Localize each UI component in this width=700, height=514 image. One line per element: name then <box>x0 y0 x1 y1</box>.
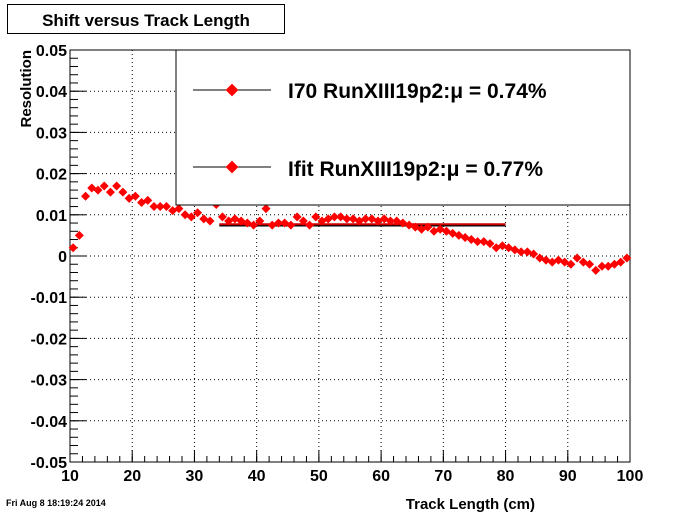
data-point <box>342 214 352 224</box>
data-point <box>616 257 626 267</box>
data-point <box>298 216 308 226</box>
data-point <box>597 261 607 271</box>
data-point <box>81 191 91 201</box>
x-tick-label: 70 <box>434 468 452 485</box>
x-tick-label: 50 <box>310 468 328 485</box>
data-point <box>249 220 259 230</box>
data-point <box>205 216 215 226</box>
data-point <box>286 220 296 230</box>
y-tick-labels: -0.05 -0.04 -0.03 -0.02 -0.01 0 0.01 0.02 0.03 0.… <box>31 43 68 472</box>
data-point <box>255 216 265 226</box>
legend-label-i70: I70 RunXIII19p2:μ = 0.74% <box>288 80 547 103</box>
mean-lines <box>219 223 506 227</box>
data-point <box>566 259 576 269</box>
data-point <box>193 208 203 218</box>
y-tick-label: 0.04 <box>36 84 67 101</box>
chart-title: Shift versus Track Length <box>42 11 250 30</box>
data-point <box>118 187 128 197</box>
data-point <box>385 216 395 226</box>
x-tick-label: 60 <box>372 468 390 485</box>
y-tick-label: -0.05 <box>31 455 68 472</box>
y-tick-label: 0 <box>58 249 67 266</box>
data-point <box>112 181 122 191</box>
data-point <box>161 202 171 212</box>
legend-marker-ifit <box>225 160 239 174</box>
x-tick-label: 80 <box>497 468 515 485</box>
data-point <box>311 212 321 222</box>
x-tick-label: 90 <box>559 468 577 485</box>
data-point <box>186 212 196 222</box>
data-point <box>93 185 103 195</box>
data-point <box>74 230 84 240</box>
x-tick-labels: 10 20 30 40 50 60 70 80 90 100 <box>61 468 643 485</box>
data-point <box>529 249 539 259</box>
data-point <box>585 259 595 269</box>
data-point <box>504 243 514 253</box>
legend-marker-i70 <box>225 83 239 97</box>
y-tick-label: 0.02 <box>36 167 67 184</box>
y-tick-label: -0.04 <box>31 414 68 431</box>
x-tick-label: 30 <box>186 468 204 485</box>
legend-box <box>175 49 631 206</box>
y-tick-label: -0.01 <box>31 290 68 307</box>
data-point <box>217 212 227 222</box>
y-tick-label: 0.05 <box>36 43 67 60</box>
data-point <box>622 253 632 263</box>
data-point <box>99 181 109 191</box>
datestamp: Fri Aug 8 18:19:24 2014 <box>6 498 106 508</box>
legend-label-ifit: Ifit RunXIII19p2:μ = 0.77% <box>288 158 543 181</box>
data-point <box>473 237 483 247</box>
data-point <box>361 214 371 224</box>
x-tick-label: 10 <box>61 468 79 485</box>
data-point <box>130 191 140 201</box>
data-point <box>485 239 495 249</box>
data-point <box>516 247 526 257</box>
x-tick-label: 20 <box>123 468 141 485</box>
y-tick-label: -0.02 <box>31 331 68 348</box>
axis-ticks <box>69 49 631 463</box>
data-point <box>572 253 582 263</box>
data-point <box>143 195 153 205</box>
data-point <box>423 222 433 232</box>
data-point <box>305 220 315 230</box>
chart-title-box: Shift versus Track Length <box>7 4 285 34</box>
y-tick-label: -0.03 <box>31 373 68 390</box>
data-point <box>591 265 601 275</box>
data-points <box>68 181 632 275</box>
y-tick-label: 0.01 <box>36 208 67 225</box>
data-point <box>273 218 283 228</box>
x-tick-label: 100 <box>617 468 644 485</box>
data-point <box>105 187 115 197</box>
data-point <box>329 212 339 222</box>
data-point <box>68 243 78 253</box>
data-point <box>261 204 271 214</box>
legend: I70 RunXIII19p2:μ = 0.74% Ifit RunXIII19… <box>175 49 631 206</box>
data-point <box>292 212 302 222</box>
data-point <box>155 202 165 212</box>
y-axis-title: Resolution <box>18 50 35 128</box>
x-tick-label: 40 <box>248 468 266 485</box>
y-tick-label: 0.03 <box>36 125 67 142</box>
data-point <box>174 204 184 214</box>
x-axis-title: Track Length (cm) <box>406 496 535 513</box>
data-point <box>149 202 159 212</box>
